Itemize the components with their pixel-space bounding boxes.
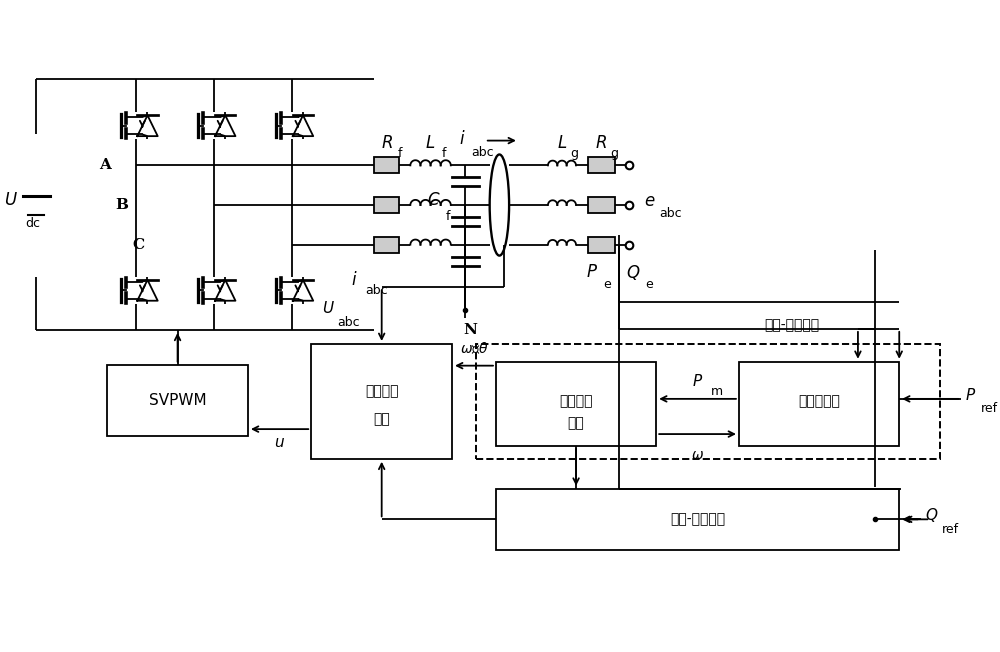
Text: $P$: $P$ xyxy=(692,373,703,389)
Text: A: A xyxy=(99,158,111,172)
Text: ref: ref xyxy=(981,402,998,415)
Text: $P$: $P$ xyxy=(586,264,598,281)
Text: f: f xyxy=(446,211,450,224)
Text: $\omega$: $\omega$ xyxy=(691,448,704,462)
Text: g: g xyxy=(610,147,618,160)
Text: B: B xyxy=(115,198,128,212)
Text: 有功-频率控制: 有功-频率控制 xyxy=(765,318,820,332)
Text: $\omega$、$\theta$: $\omega$、$\theta$ xyxy=(460,340,488,356)
Text: N: N xyxy=(463,323,477,337)
Text: $C$: $C$ xyxy=(427,192,441,209)
Text: $i$: $i$ xyxy=(351,271,358,289)
Text: e: e xyxy=(645,278,653,291)
Text: g: g xyxy=(571,147,579,160)
Bar xyxy=(739,362,899,446)
Bar xyxy=(374,197,399,213)
Text: ref: ref xyxy=(942,523,959,536)
Text: dc: dc xyxy=(25,217,40,230)
Text: $i$: $i$ xyxy=(459,130,466,147)
Bar xyxy=(476,344,940,459)
Bar xyxy=(588,197,615,213)
Text: f: f xyxy=(398,147,402,160)
Bar xyxy=(496,488,899,550)
Text: 虚拟调速器: 虚拟调速器 xyxy=(798,394,840,408)
Text: $R$: $R$ xyxy=(381,135,393,152)
Text: 无功-电压控制: 无功-电压控制 xyxy=(670,512,725,526)
Bar xyxy=(374,237,399,252)
Text: $Q$: $Q$ xyxy=(925,507,938,524)
Bar xyxy=(311,344,452,459)
Text: $R$: $R$ xyxy=(595,135,607,152)
Bar xyxy=(588,237,615,252)
Text: abc: abc xyxy=(337,316,359,329)
Text: $e$: $e$ xyxy=(644,192,655,209)
Text: $U$: $U$ xyxy=(322,300,335,316)
Text: 方程: 方程 xyxy=(568,417,584,431)
Text: C: C xyxy=(132,238,144,252)
Text: abc: abc xyxy=(366,284,388,297)
Text: SVPWM: SVPWM xyxy=(149,393,206,408)
Text: $U$: $U$ xyxy=(4,192,18,209)
Text: $L$: $L$ xyxy=(557,135,567,152)
Bar xyxy=(107,364,248,436)
Bar xyxy=(374,157,399,173)
Text: m: m xyxy=(711,385,723,398)
Text: f: f xyxy=(442,147,446,160)
Text: $Q$: $Q$ xyxy=(626,263,641,282)
Text: 电压电流: 电压电流 xyxy=(365,385,398,398)
Text: abc: abc xyxy=(472,146,494,159)
Text: e: e xyxy=(603,278,611,291)
Text: $u$: $u$ xyxy=(274,436,285,450)
Bar xyxy=(496,362,656,446)
Bar xyxy=(588,157,615,173)
Text: $P$: $P$ xyxy=(965,387,977,403)
Text: abc: abc xyxy=(660,207,682,220)
Text: $L$: $L$ xyxy=(425,135,436,152)
Text: 闭环: 闭环 xyxy=(373,412,390,426)
Text: 转子机械: 转子机械 xyxy=(559,394,593,408)
